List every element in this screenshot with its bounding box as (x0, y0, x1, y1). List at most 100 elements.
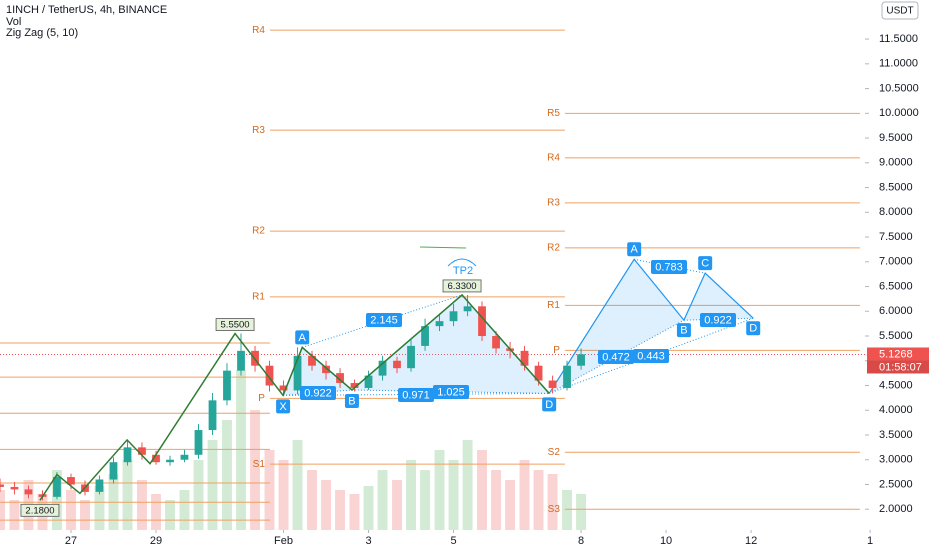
volume-bar (448, 460, 459, 530)
y-tick-label: 3.5000 (879, 429, 913, 441)
volume-bar (434, 450, 445, 530)
volume-bar (137, 480, 147, 530)
candle-body (378, 360, 387, 376)
zigzag-line (39, 293, 550, 501)
pattern-ratio-label: 0.971 (402, 389, 430, 401)
candle-body (123, 447, 132, 463)
pattern-point-label: B (348, 395, 355, 407)
pivot-label: R1 (547, 300, 560, 311)
volume-bar (292, 440, 303, 530)
y-tick-label: 2.0000 (879, 503, 913, 515)
volume-bar (406, 460, 416, 530)
pattern-point-label-box (746, 321, 761, 336)
y-tick-label: 4.0000 (879, 404, 913, 416)
y-tick-label: 10.5000 (879, 82, 919, 94)
candle-body (95, 479, 104, 492)
pattern-ratio-label-box (598, 350, 634, 364)
pivot-label: R4 (252, 25, 265, 36)
pivot-label: R5 (547, 108, 560, 119)
volume-bar (392, 480, 402, 530)
x-tick-label: Feb (274, 535, 293, 547)
pattern-point-label: C (701, 258, 709, 270)
volume-bar (51, 470, 62, 530)
pattern-point-label-box (698, 256, 713, 271)
pattern-ratio-label: 2.145 (370, 314, 398, 326)
volume-bar (250, 410, 260, 530)
pattern-ratio-line (683, 317, 754, 321)
candle-body (166, 459, 174, 463)
y-tick-label: 9.0000 (879, 157, 913, 169)
currency-label[interactable]: USDT (886, 6, 913, 17)
pattern-point-label-box (295, 330, 310, 345)
candle-body (223, 370, 231, 401)
price-label-box (215, 318, 255, 331)
y-tick-label: 9.5000 (879, 132, 913, 144)
x-tick-label: 3 (365, 535, 371, 547)
y-tick-label: 6.0000 (879, 305, 913, 317)
candle-body (109, 462, 118, 480)
candle-body (279, 385, 288, 391)
y-tick-label: 6.5000 (879, 280, 913, 292)
candle-body (152, 454, 160, 463)
volume-bar (477, 450, 487, 530)
volume-bar (335, 490, 346, 530)
candle-body (421, 326, 429, 346)
indicator: Vol (6, 16, 21, 28)
pivot-label: P (258, 393, 265, 404)
pivot-label: S3 (548, 504, 561, 515)
volume-bar (576, 494, 587, 530)
volume-bar (307, 470, 317, 530)
y-tick-label: 11.5000 (879, 33, 918, 45)
pattern-point-label-box (542, 397, 557, 412)
volume-bar (519, 460, 530, 530)
pattern-line (548, 258, 754, 394)
pattern-point-label: B (680, 325, 687, 337)
plot-area: 2.00002.50003.00003.50004.00004.50005.00… (0, 25, 929, 547)
pattern-fill (351, 294, 550, 394)
volume-bar (9, 500, 20, 530)
x-tick-label: 10 (660, 535, 672, 547)
y-tick-label: 5.5000 (879, 330, 913, 342)
price-label-box (442, 279, 482, 293)
volume-bar (151, 494, 161, 530)
candle-body (577, 354, 585, 366)
currency-button[interactable] (881, 1, 919, 20)
candle-body (322, 365, 330, 374)
last-price-tag (867, 347, 929, 361)
volume-bar (94, 486, 105, 530)
pivot-label: R2 (252, 226, 265, 237)
pattern-point-label-box (344, 393, 359, 408)
pattern-ratio-label: 1.025 (437, 386, 465, 398)
candle-body (492, 336, 500, 349)
pattern-point-label: D (545, 399, 553, 411)
y-tick-label: 10.0000 (879, 107, 919, 119)
pivot-label: S1 (253, 459, 266, 470)
pivot-label: R4 (547, 153, 560, 164)
y-tick-label: 8.0000 (879, 206, 913, 218)
pattern-fill (683, 273, 754, 321)
volume-bar (349, 494, 360, 530)
candle-body (520, 350, 529, 366)
candle-body (208, 400, 217, 431)
volume-bar (222, 420, 232, 530)
candle-body (67, 477, 75, 485)
countdown-tag (867, 360, 929, 374)
y-tick-label: 2.5000 (879, 478, 913, 490)
volume-bar (122, 460, 133, 530)
candle-body (308, 355, 316, 366)
volume-bar (80, 500, 90, 530)
volume-bar (491, 470, 502, 530)
tp-line (419, 246, 467, 249)
pattern-point-label: D (749, 323, 757, 335)
symbol-title: 1INCH / TetherUS, 4h, BINANCE (6, 4, 167, 16)
volume-bar (533, 470, 544, 530)
x-tick-label: 1 (867, 535, 873, 547)
candle-body (350, 383, 359, 388)
x-tick-label: 29 (150, 535, 162, 547)
candle-body (194, 430, 203, 455)
candle-body (563, 365, 571, 388)
candle-body (435, 321, 444, 327)
candle-body (0, 484, 4, 487)
candle-body (24, 489, 33, 495)
